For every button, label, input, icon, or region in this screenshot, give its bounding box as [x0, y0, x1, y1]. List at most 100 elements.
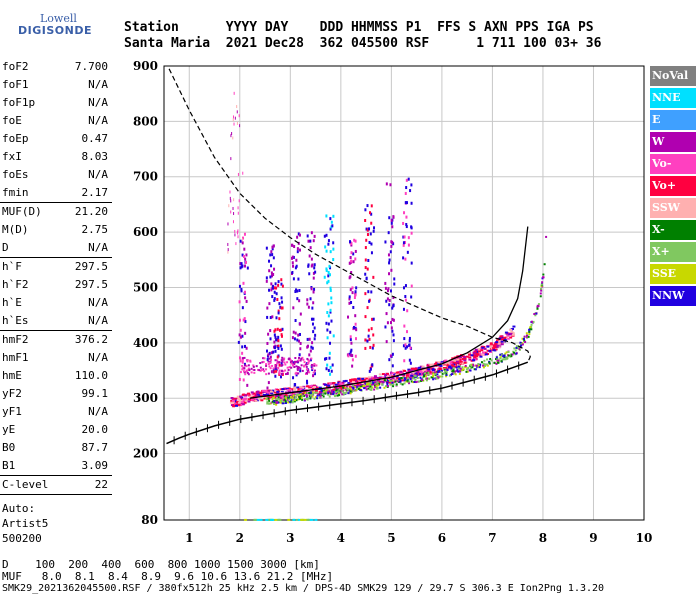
echo-point: [450, 367, 453, 370]
echo-point: [273, 396, 277, 399]
echo-point: [293, 337, 296, 341]
param-row: foE N/A: [0, 112, 112, 130]
echo-point: [497, 359, 500, 362]
echo-point: [347, 392, 350, 395]
echo-point: [351, 386, 354, 389]
echo-point: [278, 371, 281, 374]
echo-point: [430, 376, 433, 379]
echo-point: [313, 337, 316, 341]
echo-point: [260, 399, 264, 402]
echo-point: [297, 359, 300, 362]
echo-point: [524, 341, 527, 344]
echo-point: [388, 303, 391, 307]
echo-point: [411, 373, 415, 376]
echo-point: [311, 367, 314, 371]
echo-point: [402, 241, 405, 245]
echo-point: [449, 373, 452, 376]
echo-point: [292, 330, 295, 334]
echo-point: [323, 234, 326, 238]
echo-point: [302, 388, 306, 391]
echo-point: [294, 331, 297, 335]
echo-point: [280, 361, 283, 365]
echo-point: [351, 286, 354, 290]
echo-point: [292, 264, 295, 268]
echo-point: [408, 343, 411, 347]
echo-point: [528, 328, 531, 331]
echo-point: [359, 386, 362, 389]
echo-point: [274, 366, 277, 369]
echo-point: [308, 337, 311, 341]
echo-point: [499, 357, 502, 360]
echo-point: [246, 266, 249, 270]
echo-point: [348, 297, 351, 301]
echo-point: [364, 208, 367, 212]
echo-point: [458, 372, 461, 375]
echo-point: [292, 376, 295, 380]
echo-point: [384, 374, 388, 377]
echo-point: [355, 388, 358, 391]
echo-point: [488, 349, 492, 352]
echo-point: [545, 235, 548, 238]
echo-point: [506, 334, 510, 337]
x-tick-label: 1: [185, 531, 193, 545]
echo-point: [271, 315, 274, 319]
echo-point: [276, 361, 279, 364]
echo-point: [256, 518, 260, 521]
echo-point: [509, 332, 513, 335]
echo-point: [460, 369, 463, 372]
echo-point: [357, 377, 361, 380]
echo-point: [296, 289, 299, 293]
echo-point: [542, 276, 545, 279]
echo-point: [381, 373, 385, 376]
echo-point: [332, 247, 335, 251]
echo-point: [363, 387, 366, 390]
echo-point: [273, 333, 276, 337]
echo-point: [445, 375, 448, 378]
echo-point: [371, 386, 374, 389]
echo-point: [296, 235, 299, 239]
echo-point: [291, 336, 294, 340]
echo-point: [293, 363, 296, 366]
echo-point: [364, 386, 367, 389]
echo-point: [370, 388, 373, 391]
echo-point: [284, 398, 287, 401]
echo-point: [345, 385, 348, 388]
echo-point: [295, 264, 298, 268]
echo-point: [404, 241, 407, 245]
echo-point: [305, 363, 308, 366]
echo-point: [278, 398, 281, 401]
echo-point: [286, 372, 289, 375]
echo-point: [354, 337, 357, 341]
echo-point: [263, 390, 267, 393]
echo-point: [384, 379, 387, 382]
param-name: h`F: [2, 260, 22, 273]
echo-point: [234, 116, 236, 120]
echo-point: [241, 367, 244, 370]
echo-point: [349, 350, 352, 354]
echo-point: [237, 211, 239, 215]
echo-point: [494, 342, 498, 345]
echo-point: [338, 388, 341, 391]
y-tick-label: 700: [133, 170, 158, 184]
echo-point: [293, 245, 296, 249]
echo-point: [428, 377, 431, 380]
echo-point: [383, 379, 386, 382]
echo-point: [272, 367, 275, 370]
echo-point: [459, 367, 462, 370]
echo-point: [479, 355, 483, 358]
echo-point: [283, 357, 286, 360]
echo-point: [287, 387, 291, 390]
echo-point: [344, 379, 348, 382]
echo-point: [431, 368, 435, 371]
echo-point: [372, 229, 375, 233]
echo-point: [238, 333, 241, 337]
echo-point: [237, 235, 239, 239]
echo-point: [233, 91, 235, 95]
echo-point: [298, 248, 301, 252]
echo-point: [481, 353, 485, 356]
echo-point: [305, 390, 309, 393]
echo-point: [307, 397, 310, 400]
echo-point: [231, 399, 235, 402]
echo-point: [303, 365, 306, 368]
echo-point: [385, 375, 389, 378]
